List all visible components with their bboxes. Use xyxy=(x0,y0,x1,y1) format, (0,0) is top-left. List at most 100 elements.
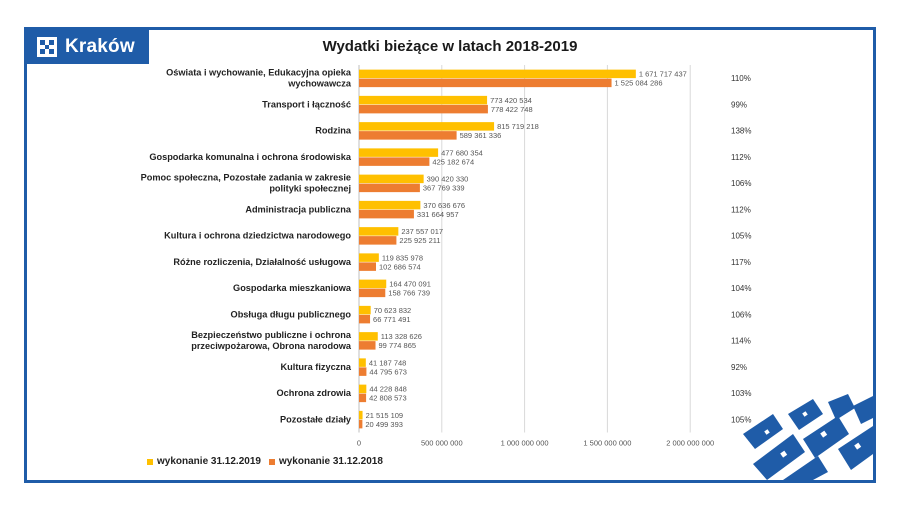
category-label: Obsługa długu publicznego xyxy=(231,309,352,319)
krakow-pattern-decoration xyxy=(743,394,873,480)
data-label-2019: 119 835 978 xyxy=(382,253,423,262)
x-tick-label: 1 500 000 000 xyxy=(583,439,631,448)
bar-2018 xyxy=(359,236,397,245)
data-label-2019: 164 470 091 xyxy=(389,280,431,289)
bar-2019 xyxy=(359,95,488,105)
bar-2019 xyxy=(359,69,636,79)
data-label-2018: 367 769 339 xyxy=(423,184,465,193)
bar-2019 xyxy=(359,358,366,367)
data-label-2018: 44 795 673 xyxy=(369,367,407,376)
percentage-label: 92% xyxy=(731,363,747,372)
data-label-2018: 66 771 491 xyxy=(373,315,411,324)
data-label-2019: 44 228 848 xyxy=(369,385,407,394)
bar-2019 xyxy=(359,410,363,420)
bar-2018 xyxy=(359,104,488,114)
bar-2018 xyxy=(359,209,414,219)
bar-2019 xyxy=(359,200,421,210)
bar-2019 xyxy=(359,148,439,157)
category-label: przeciwpożarowa, Obrona narodowa xyxy=(191,341,352,351)
category-label: Oświata i wychowanie, Edukacyjna opieka xyxy=(166,68,352,78)
chart-title: Wydatki bieżące w latach 2018-2019 xyxy=(322,38,578,55)
category-label: Administracja publiczna xyxy=(245,204,352,214)
legend-swatch-2018 xyxy=(268,458,275,465)
percentage-label: 117% xyxy=(731,258,751,267)
data-label-2019: 1 671 717 437 xyxy=(639,70,687,79)
bar-2019 xyxy=(359,384,367,394)
percentage-label: 103% xyxy=(731,389,751,398)
bar-2018 xyxy=(359,262,377,271)
krakow-logo: Kraków xyxy=(27,30,149,64)
legend-label-2018: wykonanie 31.12.2018 xyxy=(278,456,383,467)
bar-2018 xyxy=(359,131,457,140)
data-label-2018: 778 422 748 xyxy=(491,105,533,114)
percentage-label: 99% xyxy=(731,100,747,109)
category-label: Pomoc społeczna, Pozostałe zadania w zak… xyxy=(141,173,351,183)
data-label-2018: 42 808 573 xyxy=(369,394,407,403)
data-label-2019: 370 636 676 xyxy=(423,201,465,210)
percentage-label: 114% xyxy=(731,337,751,346)
bar-2018 xyxy=(359,419,363,429)
data-label-2019: 70 623 832 xyxy=(374,306,412,315)
category-label: Transport i łączność xyxy=(262,99,351,109)
data-label-2019: 815 719 218 xyxy=(497,122,539,131)
data-label-2018: 102 686 574 xyxy=(379,262,421,271)
x-tick-label: 1 000 000 000 xyxy=(501,439,549,448)
percentage-label: 106% xyxy=(731,179,751,188)
legend-item-2019: wykonanie 31.12.2019 xyxy=(147,456,261,467)
category-label: Gospodarka komunalna i ochrona środowisk… xyxy=(149,152,352,162)
krakow-logo-icon xyxy=(37,37,57,57)
data-label-2018: 331 664 957 xyxy=(417,210,459,219)
category-label: polityki społecznej xyxy=(269,184,351,194)
data-label-2019: 41 187 748 xyxy=(369,358,407,367)
x-tick-label: 0 xyxy=(357,439,361,448)
percentage-label: 106% xyxy=(731,310,751,319)
bar-2018 xyxy=(359,314,371,324)
category-label: Pozostałe działy xyxy=(280,414,352,424)
legend-swatch-2019 xyxy=(147,458,153,465)
data-label-2018: 589 361 336 xyxy=(460,131,502,140)
data-label-2019: 477 680 354 xyxy=(441,148,483,157)
data-label-2018: 20 499 393 xyxy=(365,420,403,429)
x-tick-label: 2 000 000 000 xyxy=(666,439,714,448)
percentage-label: 104% xyxy=(731,284,751,293)
chart-legend: wykonanie 31.12.2019 wykonanie 31.12.201… xyxy=(147,456,383,467)
data-label-2019: 113 328 626 xyxy=(381,332,422,341)
percentage-label: 138% xyxy=(731,127,751,136)
data-label-2019: 237 557 017 xyxy=(401,227,443,236)
category-label: Gospodarka mieszkaniowa xyxy=(233,283,352,293)
category-label: Bezpieczeństwo publiczne i ochrona xyxy=(191,330,352,340)
bar-chart: 0 500 000 000 1 000 000 000 1 500 000 000 2 … xyxy=(141,65,751,448)
bar-2019 xyxy=(359,227,399,236)
category-label: Rodzina xyxy=(315,126,352,136)
logo-text: Kraków xyxy=(65,36,135,57)
bar-2019 xyxy=(359,332,378,341)
data-label-2019: 773 420 534 xyxy=(490,96,532,105)
bar-2018 xyxy=(359,341,376,350)
category-label: Kultura i ochrona dziedzictwa narodowego xyxy=(164,231,351,241)
percentage-label: 112% xyxy=(731,205,751,214)
data-label-2018: 1 525 084 286 xyxy=(615,79,663,88)
bar-2018 xyxy=(359,157,430,166)
data-label-2018: 425 182 674 xyxy=(432,157,474,166)
category-label: Kultura fizyczna xyxy=(281,362,352,372)
legend-label-2019: wykonanie 31.12.2019 xyxy=(157,456,261,467)
bar-2018 xyxy=(359,393,367,403)
legend-item-2018: wykonanie 31.12.2018 xyxy=(268,456,383,467)
bar-2019 xyxy=(359,279,387,289)
bar-2018 xyxy=(359,183,420,193)
data-label-2019: 390 420 330 xyxy=(427,175,469,184)
category-label: wychowawcza xyxy=(287,79,352,89)
bar-2018 xyxy=(359,78,612,88)
category-label: Ochrona zdrowia xyxy=(276,388,351,398)
percentage-label: 105% xyxy=(731,415,751,424)
bar-2019 xyxy=(359,122,495,131)
bar-2019 xyxy=(359,174,424,184)
data-label-2018: 99 774 865 xyxy=(379,341,417,350)
slide-frame: Kraków Wydatki bieżące w latach 2018-201… xyxy=(24,27,876,483)
data-label-2019: 21 515 109 xyxy=(366,411,404,420)
data-label-2018: 158 766 739 xyxy=(388,289,430,298)
percentage-label: 110% xyxy=(731,74,751,83)
percentage-label: 112% xyxy=(731,153,751,162)
category-label: Różne rozliczenia, Działalność usługowa xyxy=(173,257,352,267)
x-tick-label: 500 000 000 xyxy=(421,439,463,448)
